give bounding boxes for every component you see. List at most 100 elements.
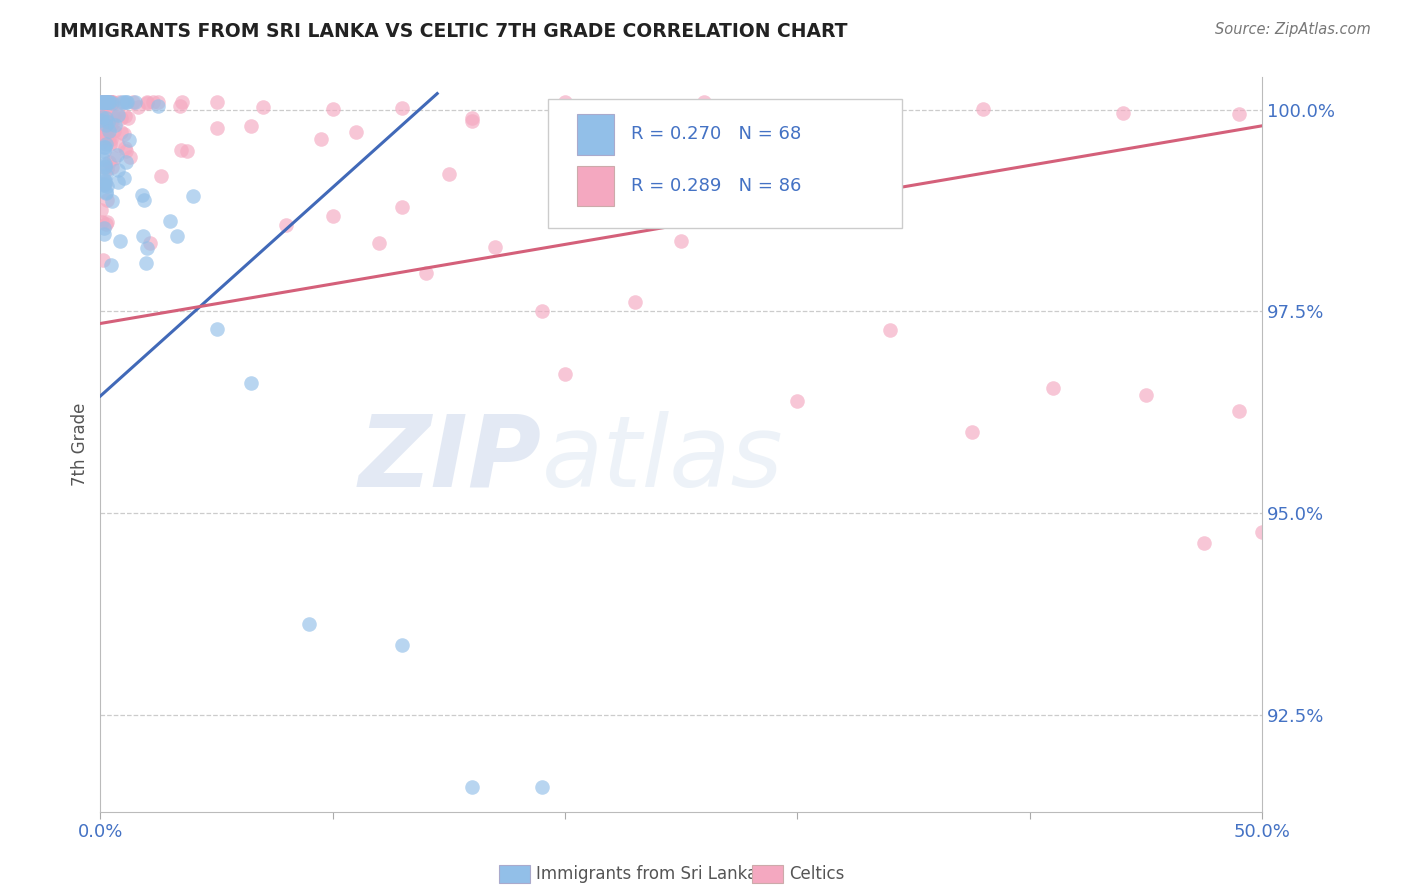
Point: [98, 95, 121, 109]
Point: [93, 145, 115, 159]
Point: [93, 177, 115, 191]
Text: ZIP: ZIP: [359, 410, 541, 508]
Point: [142, 95, 165, 109]
Point: [240, 119, 263, 133]
Point: [90, 135, 112, 149]
Point: [90, 118, 112, 132]
Point: [101, 95, 124, 110]
Point: [169, 98, 191, 112]
Text: atlas: atlas: [541, 410, 783, 508]
Point: [89, 108, 111, 122]
Point: [205, 322, 228, 336]
Point: [90, 112, 112, 127]
Point: [461, 113, 484, 128]
Point: [94, 169, 117, 183]
Point: [94, 159, 117, 173]
Point: [98, 95, 121, 109]
Point: [101, 95, 124, 109]
Point: [93, 253, 115, 268]
Point: [108, 234, 131, 248]
Point: [205, 121, 228, 136]
Point: [322, 209, 344, 223]
Point: [90, 105, 112, 120]
Point: [90, 214, 112, 228]
Point: [136, 95, 159, 109]
Point: [103, 108, 125, 122]
Point: [107, 175, 129, 189]
Point: [94, 95, 117, 109]
Point: [94, 95, 117, 109]
Point: [114, 141, 136, 155]
Point: [101, 194, 124, 209]
Point: [115, 95, 138, 109]
FancyBboxPatch shape: [547, 100, 901, 228]
Point: [960, 425, 983, 439]
Point: [693, 95, 716, 109]
Point: [298, 616, 321, 631]
Point: [101, 117, 124, 131]
Point: [93, 95, 115, 109]
Point: [832, 106, 855, 120]
Point: [98, 154, 121, 169]
Point: [105, 148, 128, 162]
Point: [1192, 536, 1215, 550]
Point: [93, 227, 115, 241]
Point: [135, 256, 157, 270]
Point: [415, 266, 437, 280]
Point: [90, 95, 112, 109]
FancyBboxPatch shape: [576, 166, 614, 206]
Y-axis label: 7th Grade: 7th Grade: [72, 403, 89, 486]
Point: [309, 131, 332, 145]
Point: [100, 115, 122, 129]
Point: [90, 95, 112, 109]
Point: [94, 118, 117, 132]
Point: [107, 95, 129, 109]
Point: [93, 140, 115, 154]
Point: [131, 187, 153, 202]
Point: [554, 95, 576, 109]
Point: [139, 236, 162, 251]
Point: [101, 160, 124, 174]
Point: [104, 118, 127, 132]
Point: [1135, 388, 1157, 402]
Text: Celtics: Celtics: [789, 865, 844, 883]
Point: [96, 95, 118, 109]
Point: [94, 136, 117, 151]
Point: [112, 128, 135, 142]
Point: [240, 376, 263, 390]
Point: [1227, 404, 1250, 418]
Point: [91, 104, 114, 119]
Point: [181, 189, 204, 203]
Text: R = 0.289   N = 86: R = 0.289 N = 86: [631, 177, 801, 194]
Point: [879, 323, 901, 337]
Point: [96, 128, 118, 142]
Point: [368, 235, 391, 250]
Point: [103, 124, 125, 138]
Point: [94, 118, 117, 132]
Point: [89, 95, 111, 109]
Point: [112, 170, 135, 185]
Point: [115, 144, 138, 158]
Point: [94, 140, 117, 154]
Point: [93, 178, 115, 192]
Point: [170, 95, 193, 109]
Point: [94, 110, 117, 124]
Point: [276, 218, 298, 232]
Point: [100, 258, 122, 272]
Point: [107, 108, 129, 122]
Point: [90, 95, 112, 109]
Point: [97, 95, 120, 109]
Point: [96, 179, 118, 194]
Point: [107, 163, 129, 178]
Point: [94, 160, 117, 174]
Point: [96, 128, 118, 143]
Point: [98, 131, 121, 145]
Point: [972, 102, 994, 116]
Point: [103, 151, 125, 165]
Point: [166, 229, 188, 244]
Point: [461, 111, 484, 125]
Point: [530, 780, 553, 795]
Point: [786, 393, 808, 408]
Point: [111, 95, 134, 109]
Point: [94, 176, 117, 190]
